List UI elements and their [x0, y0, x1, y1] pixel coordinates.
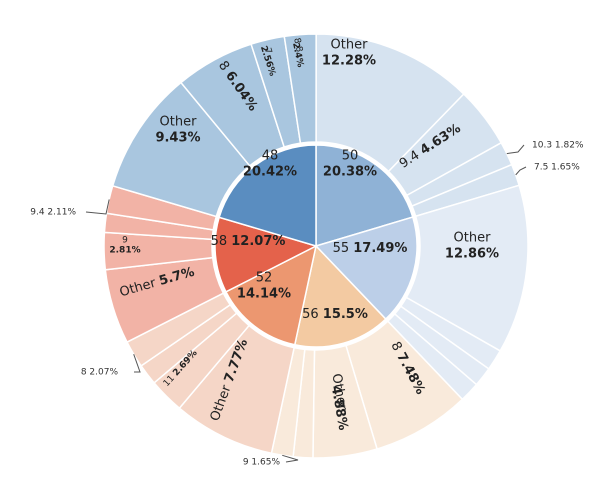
inner-slice-56: [293, 244, 387, 348]
outer-label-11: 9 1.65%: [243, 458, 281, 468]
inner-pct-50: 20.38%: [323, 165, 377, 180]
inner-label-58: 58 12.07%: [211, 234, 286, 249]
outer-label-0: Other: [331, 38, 369, 53]
outer-pct-4: 12.86%: [445, 247, 499, 262]
inner-slice-55: [314, 216, 418, 321]
outer-pct-20: 9.43%: [155, 131, 200, 146]
inner-slice-48: [218, 144, 317, 248]
inner-ring: [214, 144, 418, 348]
inner-slice-52: [224, 244, 318, 346]
outer-slice-23: [283, 33, 317, 145]
outer-label-22: 7: [262, 47, 273, 56]
inner-slice-58: [214, 216, 319, 293]
inner-pct-52: 14.14%: [237, 287, 291, 302]
leader-line-15: [133, 354, 141, 373]
outer-pct-17: 2.81%: [109, 246, 140, 256]
outer-label-9: Other: [328, 373, 349, 413]
outer-pct-0: 12.28%: [322, 54, 376, 69]
inner-label-48: 48: [262, 149, 279, 164]
inner-pct-48: 20.42%: [243, 165, 297, 180]
outer-label-23: 8.8: [291, 37, 304, 53]
leader-line-2: [506, 144, 525, 155]
outer-ring: [103, 33, 529, 459]
outer-label-19: 9.4 2.11%: [30, 208, 76, 218]
leader-line-3: [515, 166, 527, 176]
outer-label-3: 7.5 1.65%: [534, 163, 580, 173]
outer-label-4: Other: [454, 231, 492, 246]
inner-label-50: 50: [342, 149, 359, 164]
inner-label-56: 56 15.5%: [302, 307, 368, 322]
outer-label-15: 8 2.07%: [81, 368, 119, 378]
inner-slice-50: [315, 144, 414, 248]
outer-label-20: Other: [160, 115, 198, 130]
inner-label-55: 55 17.49%: [333, 241, 408, 256]
leader-line-19: [85, 199, 110, 215]
inner-label-52: 52: [256, 271, 273, 286]
leader-line-11: [282, 454, 299, 463]
outer-label-17: 9: [122, 236, 128, 246]
outer-label-2: 10.3 1.82%: [532, 141, 584, 151]
outer-slice-4: [405, 184, 529, 352]
